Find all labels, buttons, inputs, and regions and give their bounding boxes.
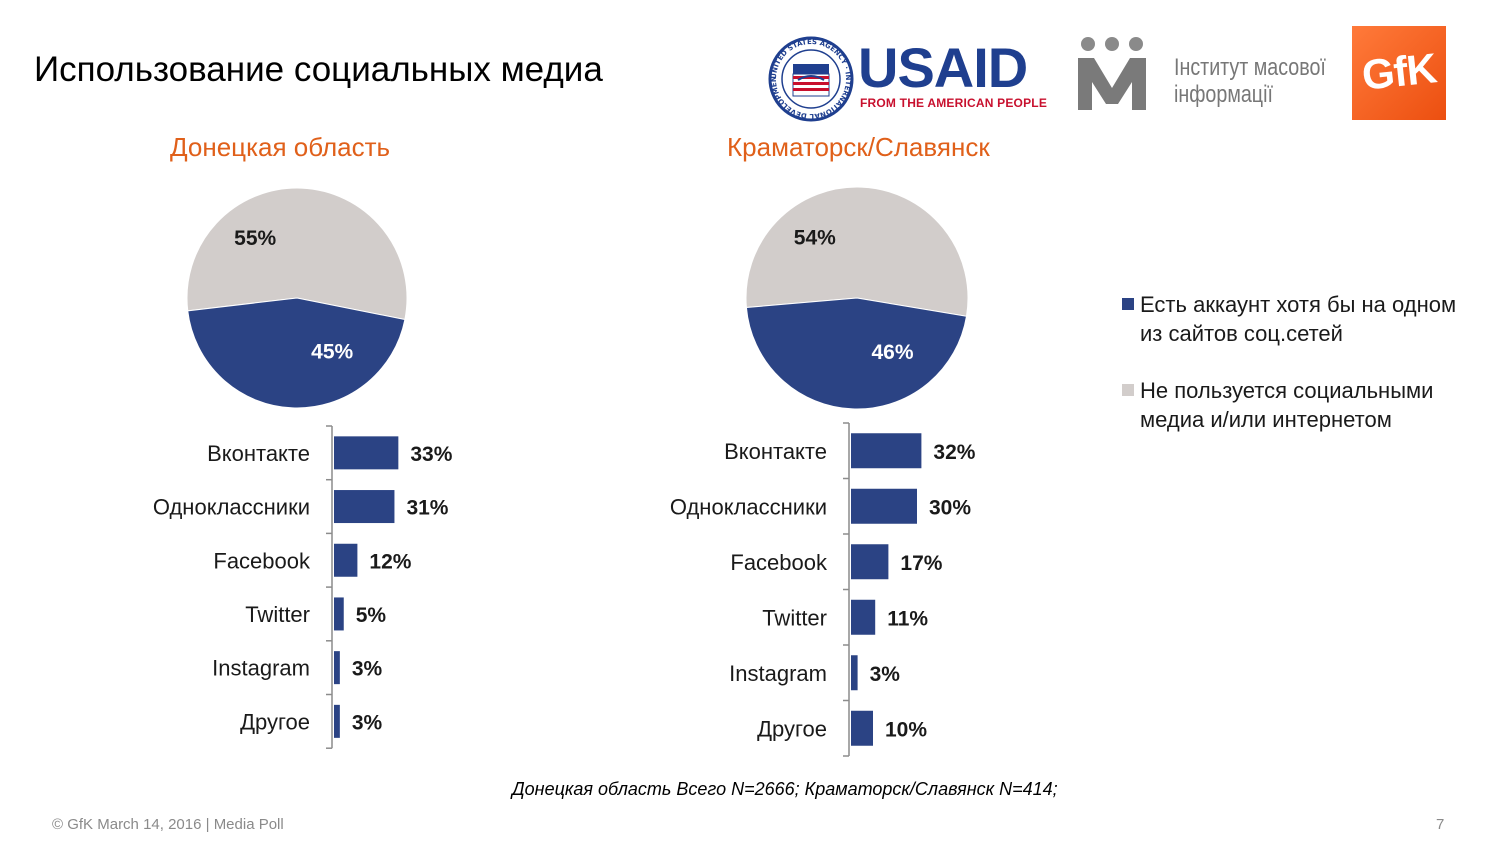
donetsk-bar-value-label: 33% [410, 443, 452, 466]
imi-logo-icon [1078, 37, 1146, 110]
donetsk-bar-3 [334, 597, 344, 631]
donetsk-bar-value-label: 12% [369, 550, 411, 573]
kramatorsk-bar-category-label: Другое [757, 716, 827, 741]
legend-swatch-dark [1122, 298, 1134, 310]
kramatorsk-bar-5 [851, 710, 873, 746]
donetsk-bar-category-label: Instagram [212, 656, 310, 681]
donetsk-bar-category-label: Одноклассники [153, 495, 310, 520]
legend-item-has-account: Есть аккаунт хотя бы на одном из сайтов … [1122, 290, 1482, 348]
kramatorsk-bar-value-label: 30% [929, 496, 971, 519]
chart-title-kramatorsk: Краматорск/Славянск [727, 132, 990, 162]
usaid-tagline: FROM THE AMERICAN PEOPLE [860, 96, 1048, 110]
donetsk-bar-value-label: 3% [352, 658, 383, 681]
kramatorsk-bar-1 [851, 488, 917, 524]
donetsk-bar-value-label: 3% [352, 711, 383, 734]
donetsk-bar-5 [334, 704, 340, 738]
imi-line-1: Інститут масової [1174, 54, 1326, 81]
imi-logo-text: Інститут масової інформації [1174, 54, 1326, 108]
donetsk-bar-category-label: Facebook [213, 548, 311, 573]
kramatorsk-bar-value-label: 3% [870, 663, 901, 686]
chart-title-donetsk: Донецкая область [170, 132, 391, 162]
kramatorsk-bar-2 [851, 544, 889, 580]
kramatorsk-bar-category-label: Вконтакте [724, 439, 827, 464]
kramatorsk-bar-3 [851, 599, 876, 635]
donetsk-pie-label-no-usage: 55% [234, 227, 276, 250]
legend-label: Не пользуется социальными медиа и/или ин… [1140, 378, 1434, 432]
kramatorsk-bar-category-label: Instagram [729, 661, 827, 686]
donetsk-bar-value-label: 5% [356, 604, 387, 627]
kramatorsk-pie-label-no-usage: 54% [794, 227, 836, 250]
kramatorsk-bar-value-label: 17% [900, 552, 942, 575]
donetsk-bar-1 [334, 490, 395, 524]
legend-item-no-usage: Не пользуется социальными медиа и/или ин… [1122, 376, 1482, 434]
sample-note: Донецкая область Всего N=2666; Краматорс… [512, 779, 1058, 799]
donetsk-bar-category-label: Twitter [245, 602, 310, 627]
page-number: 7 [1436, 816, 1445, 833]
kramatorsk-bar-0 [851, 433, 922, 469]
donetsk-bar-category-label: Другое [240, 709, 310, 734]
kramatorsk-bar-value-label: 10% [885, 718, 927, 741]
footer-text: © GfK March 14, 2016 | Media Poll [52, 816, 284, 833]
legend-label: Есть аккаунт хотя бы на одном из сайтов … [1140, 292, 1457, 346]
usaid-seal-icon: UNITED STATES AGENCY · INTERNATIONAL DEV… [768, 36, 854, 122]
donetsk-bar-value-label: 31% [406, 497, 448, 520]
gfk-logo: GfK [1352, 26, 1446, 120]
donetsk-bar-0 [334, 436, 399, 470]
imi-line-2: інформації [1174, 81, 1273, 108]
kramatorsk-bar-category-label: Одноклассники [670, 494, 827, 519]
usaid-logo-word: USAID [858, 36, 1028, 99]
donetsk-pie-slice-has-account [187, 297, 406, 409]
donetsk-bar-category-label: Вконтакте [207, 441, 310, 466]
kramatorsk-pie-label-has-account: 46% [872, 341, 914, 364]
kramatorsk-bar-category-label: Twitter [762, 605, 827, 630]
kramatorsk-bar-value-label: 11% [887, 607, 928, 630]
kramatorsk-pie-slice-no-usage [745, 186, 969, 317]
legend: Есть аккаунт хотя бы на одном из сайтов … [1122, 290, 1482, 462]
kramatorsk-bar-category-label: Facebook [730, 550, 828, 575]
donetsk-pie-label-has-account: 45% [311, 341, 353, 364]
donetsk-pie-slice-no-usage [186, 187, 408, 321]
donetsk-bar-4 [334, 651, 340, 685]
page-title: Использование социальных медиа [34, 50, 603, 89]
donetsk-bar-2 [334, 543, 358, 577]
kramatorsk-bar-value-label: 32% [933, 441, 975, 464]
kramatorsk-pie-slice-has-account [745, 297, 968, 410]
legend-swatch-light [1122, 384, 1134, 396]
logo-strip: UNITED STATES AGENCY · INTERNATIONAL DEV… [768, 24, 1458, 124]
kramatorsk-bar-4 [851, 655, 858, 691]
